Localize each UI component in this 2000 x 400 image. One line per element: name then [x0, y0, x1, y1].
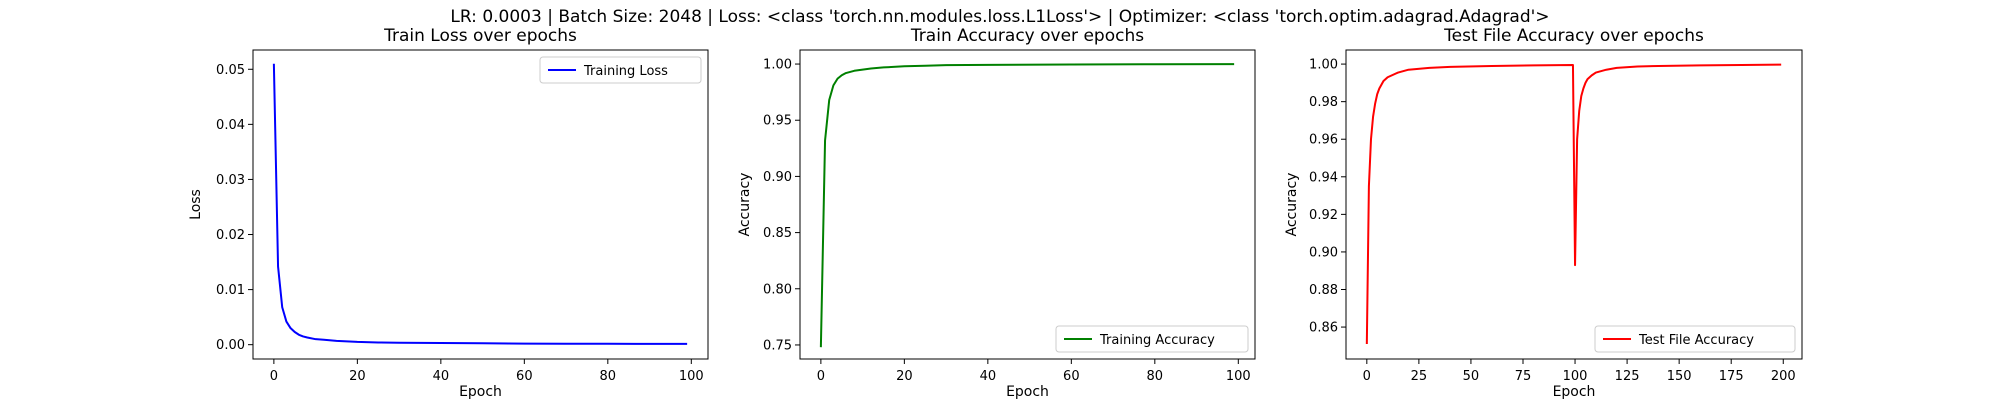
test-accuracy-ylabel: Accuracy [1284, 173, 1300, 237]
train-loss-axes-frame [252, 49, 709, 360]
train-loss-xtick-label: 60 [516, 369, 533, 384]
train-accuracy-title: Train Accuracy over epochs [910, 26, 1144, 46]
test-accuracy-xtick-label: 200 [1771, 369, 1796, 384]
train-loss-legend: Training Loss [539, 56, 702, 84]
train-accuracy-ytick-label: 0.80 [763, 282, 792, 297]
train-loss-xtick-label: 100 [679, 369, 704, 384]
test-accuracy-ytick-label: 0.92 [1309, 208, 1338, 223]
test-accuracy-xtick-label: 0 [1363, 369, 1371, 384]
train-accuracy-axes-frame [799, 49, 1256, 360]
test-accuracy-legend-box [1594, 325, 1796, 353]
test-accuracy-ytick-label: 0.86 [1309, 321, 1338, 336]
test-accuracy-ytick-label: 1.00 [1309, 58, 1338, 73]
figure-suptitle: LR: 0.0003 | Batch Size: 2048 | Loss: <c… [450, 7, 1549, 27]
test-accuracy-xtick-label: 100 [1563, 369, 1588, 384]
train-loss-xtick-label: 0 [270, 369, 278, 384]
train-accuracy-ytick-label: 0.75 [763, 338, 792, 353]
train-accuracy-xtick-label: 40 [980, 369, 997, 384]
train-loss-xlabel: Epoch [459, 384, 502, 400]
test-accuracy-panel: Test File Accuracy over epochs Epoch Acc… [1284, 26, 1803, 400]
train-loss-ytick-label: 0.02 [216, 228, 245, 243]
train-accuracy-panel: Train Accuracy over epochs Epoch Accurac… [737, 26, 1256, 400]
test-accuracy-title: Test File Accuracy over epochs [1443, 26, 1704, 46]
test-accuracy-xtick-label: 125 [1615, 369, 1640, 384]
test-accuracy-series-line-0 [1365, 63, 1782, 344]
train-accuracy-legend-label: Training Accuracy [1099, 333, 1215, 348]
train-loss-ytick-label: 0.00 [216, 338, 245, 353]
train-loss-xtick-label: 40 [433, 369, 450, 384]
train-loss-title: Train Loss over epochs [383, 26, 577, 46]
test-accuracy-ytick-label: 0.94 [1309, 170, 1338, 185]
train-loss-ytick-label: 0.03 [216, 173, 245, 188]
train-loss-ytick-label: 0.05 [216, 63, 245, 78]
train-accuracy-ylabel: Accuracy [737, 173, 753, 237]
train-accuracy-ytick-label: 0.95 [763, 114, 792, 129]
train-accuracy-xtick-label: 80 [1147, 369, 1164, 384]
train-loss-panel: Train Loss over epochs Epoch Loss 0 20 40 6… [188, 26, 709, 400]
train-loss-ytick-label: 0.01 [216, 283, 245, 298]
train-loss-xtick-label: 20 [349, 369, 366, 384]
test-accuracy-ytick-label: 0.88 [1309, 283, 1338, 298]
train-accuracy-xtick-label: 100 [1226, 369, 1251, 384]
test-accuracy-xlabel: Epoch [1553, 384, 1596, 400]
test-accuracy-legend-label: Test File Accuracy [1638, 333, 1754, 348]
test-accuracy-ytick-label: 0.98 [1309, 95, 1338, 110]
train-accuracy-ytick-label: 0.90 [763, 170, 792, 185]
train-accuracy-legend: Training Accuracy [1055, 325, 1249, 353]
train-loss-legend-box [539, 56, 702, 84]
test-accuracy-ytick-label: 0.96 [1309, 133, 1338, 148]
test-accuracy-axes-frame [1345, 49, 1803, 360]
train-accuracy-xlabel: Epoch [1006, 384, 1049, 400]
train-accuracy-series-line-0 [819, 63, 1235, 348]
train-loss-xtick-label: 80 [600, 369, 617, 384]
train-accuracy-xtick-label: 20 [896, 369, 913, 384]
train-loss-legend-label: Training Loss [583, 64, 668, 79]
test-accuracy-xtick-label: 50 [1463, 369, 1480, 384]
test-accuracy-ytick-label: 0.90 [1309, 245, 1338, 260]
test-accuracy-xtick-label: 25 [1411, 369, 1428, 384]
test-accuracy-xtick-label: 75 [1515, 369, 1532, 384]
train-accuracy-legend-box [1055, 325, 1249, 353]
train-loss-ylabel: Loss [188, 189, 204, 220]
train-loss-series-line-0 [272, 63, 688, 345]
test-accuracy-xtick-label: 150 [1667, 369, 1692, 384]
train-accuracy-xtick-label: 0 [817, 369, 825, 384]
train-loss-ytick-label: 0.04 [216, 118, 245, 133]
test-accuracy-legend: Test File Accuracy [1594, 325, 1796, 353]
train-accuracy-ytick-label: 0.85 [763, 226, 792, 241]
train-accuracy-ytick-label: 1.00 [763, 58, 792, 73]
test-accuracy-xtick-label: 175 [1719, 369, 1744, 384]
train-accuracy-xtick-label: 60 [1063, 369, 1080, 384]
